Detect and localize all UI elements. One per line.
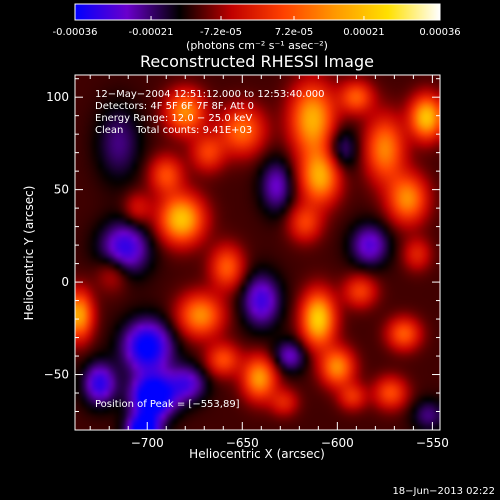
colorbar-tick-label: 0.00021 <box>343 27 384 38</box>
x-axis: −700 −650 −600 −550 <box>89 75 449 450</box>
x-tick-label: −550 <box>416 436 449 450</box>
plot-frame <box>74 74 441 431</box>
annotation-time-range: 12−May−2004 12:51:12.000 to 12:53:40.000 <box>95 89 325 100</box>
colorbar-tick-label: -7.2e-05 <box>200 27 242 38</box>
colorbar-ticks: -0.00036 -0.00021 -7.2e-05 7.2e-05 0.00021 0.… <box>53 16 461 38</box>
footer-timestamp: 18−Jun−2013 02:22 <box>392 486 495 497</box>
colorbar-tick-label: 7.2e-05 <box>275 27 313 38</box>
y-tick-label: −50 <box>44 368 69 382</box>
chart-title: Reconstructed RHESSI Image <box>140 52 374 71</box>
y-tick-label: 50 <box>54 183 69 197</box>
y-tick-label: 100 <box>46 90 69 104</box>
annotation-detectors: Detectors: 4F 5F 6F 7F 8F, Att 0 <box>95 101 254 112</box>
colorbar-tick-label: 0.00036 <box>419 27 460 38</box>
y-axis-label: Heliocentric Y (arcsec) <box>22 186 36 321</box>
x-tick-label: −650 <box>226 436 259 450</box>
colorbar-tick-label: -0.00036 <box>53 27 98 38</box>
plot-area: 12−May−2004 12:51:12.000 to 12:53:40.000… <box>44 74 449 450</box>
y-axis: −50 0 50 100 <box>44 78 440 431</box>
x-axis-label: Heliocentric X (arcsec) <box>189 447 325 461</box>
x-tick-label: −700 <box>131 436 164 450</box>
colorbar-unit-label: (photons cm⁻² s⁻¹ asec⁻²) <box>186 39 328 52</box>
x-tick-label: −600 <box>321 436 354 450</box>
peak-position-label: Position of Peak = [−553,89] <box>95 399 240 410</box>
image-annotations: 12−May−2004 12:51:12.000 to 12:53:40.000… <box>95 89 325 410</box>
colorbar: -0.00036 -0.00021 -7.2e-05 7.2e-05 0.00021 0.… <box>53 3 461 52</box>
heatmap-image <box>75 75 440 430</box>
annotation-energy-range: Energy Range: 12.0 − 25.0 keV <box>95 113 252 124</box>
y-tick-label: 0 <box>61 275 69 289</box>
colorbar-tick-label: -0.00021 <box>129 27 174 38</box>
annotation-counts: Clean Total counts: 9.41E+03 <box>95 125 252 136</box>
colorbar-gradient <box>74 3 441 21</box>
